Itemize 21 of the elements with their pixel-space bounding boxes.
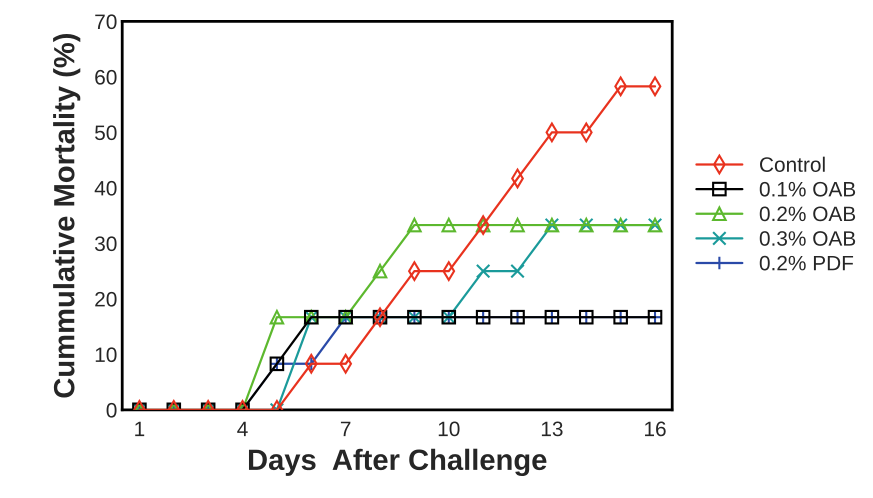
x-tick-label: 1 — [135, 422, 144, 436]
y-tick-label: 60 — [95, 70, 117, 85]
y-tick-label: 70 — [95, 14, 117, 30]
x-tick-label: 16 — [645, 422, 666, 436]
legend-label: 0.1% OAB — [760, 182, 856, 197]
y-tick-label: 20 — [95, 292, 117, 307]
y-tick-label: 30 — [94, 236, 117, 252]
legend-label: Control — [760, 156, 825, 172]
x-axis-title: Days After Challenge — [248, 448, 546, 476]
legend-label: 0.2% PDF — [760, 256, 854, 270]
y-tick-label: 40 — [94, 180, 117, 196]
x-tick-label: 13 — [542, 422, 563, 436]
legend-label: 0.2% OAB — [760, 206, 856, 222]
legend-label: 0.3% OAB — [760, 231, 856, 246]
y-tick-label: 0 — [106, 402, 117, 418]
y-tick-label: 50 — [95, 125, 117, 140]
y-tick-label: 10 — [96, 347, 117, 362]
y-axis-title: Cummulative Mortality (%) — [53, 34, 80, 398]
x-tick-label: 4 — [237, 422, 248, 436]
x-tick-label: 10 — [438, 422, 460, 436]
x-tick-label: 7 — [340, 422, 350, 436]
